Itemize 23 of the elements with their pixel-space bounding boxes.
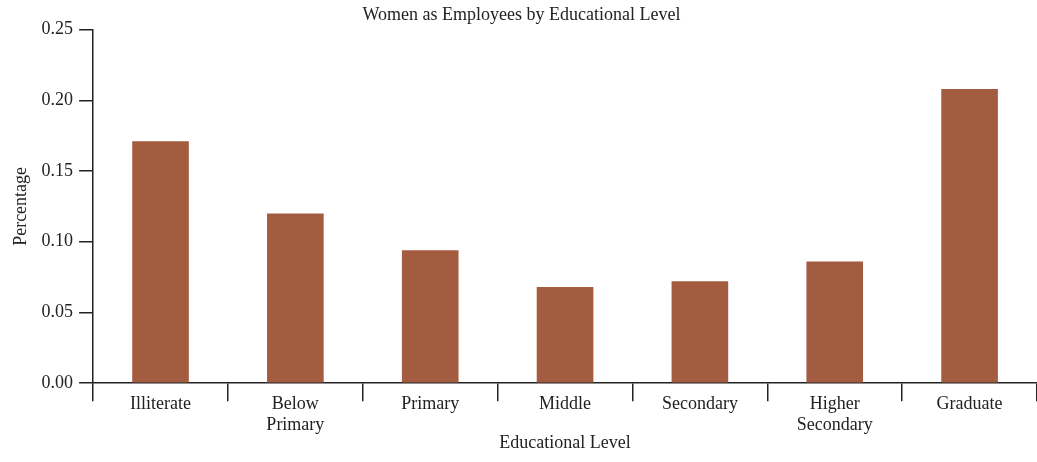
bar [536,287,594,383]
x-tick-label: Below Primary [266,392,325,435]
y-tick-label: 0.15 [41,159,74,180]
y-axis-title: Percentage [9,166,30,246]
bar [401,250,459,383]
chart-title: Women as Employees by Educational Level [362,3,681,24]
x-tick-label: Primary [401,392,460,413]
bar [267,213,324,383]
bar [671,281,729,383]
x-tick-label: Illiterate [130,392,192,413]
x-tick-label: Secondary [661,392,738,413]
bar [941,89,998,383]
x-axis-title: Educational Level [499,431,631,452]
bar [806,261,864,383]
y-tick-label: 0.05 [41,301,74,322]
x-tick-label: Middle [539,392,592,413]
x-tick-label: Graduate [936,392,1003,413]
y-tick-label: 0.20 [41,89,74,110]
y-tick-label: 0.00 [41,371,74,392]
bar [132,141,189,383]
y-tick-label: 0.10 [41,230,74,251]
y-tick-label: 0.25 [41,18,74,39]
x-tick-label: Higher Secondary [796,392,873,435]
